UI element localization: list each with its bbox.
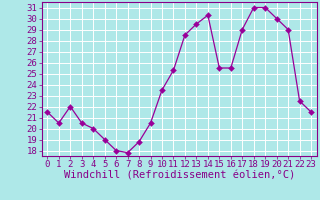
X-axis label: Windchill (Refroidissement éolien,°C): Windchill (Refroidissement éolien,°C): [64, 171, 295, 181]
